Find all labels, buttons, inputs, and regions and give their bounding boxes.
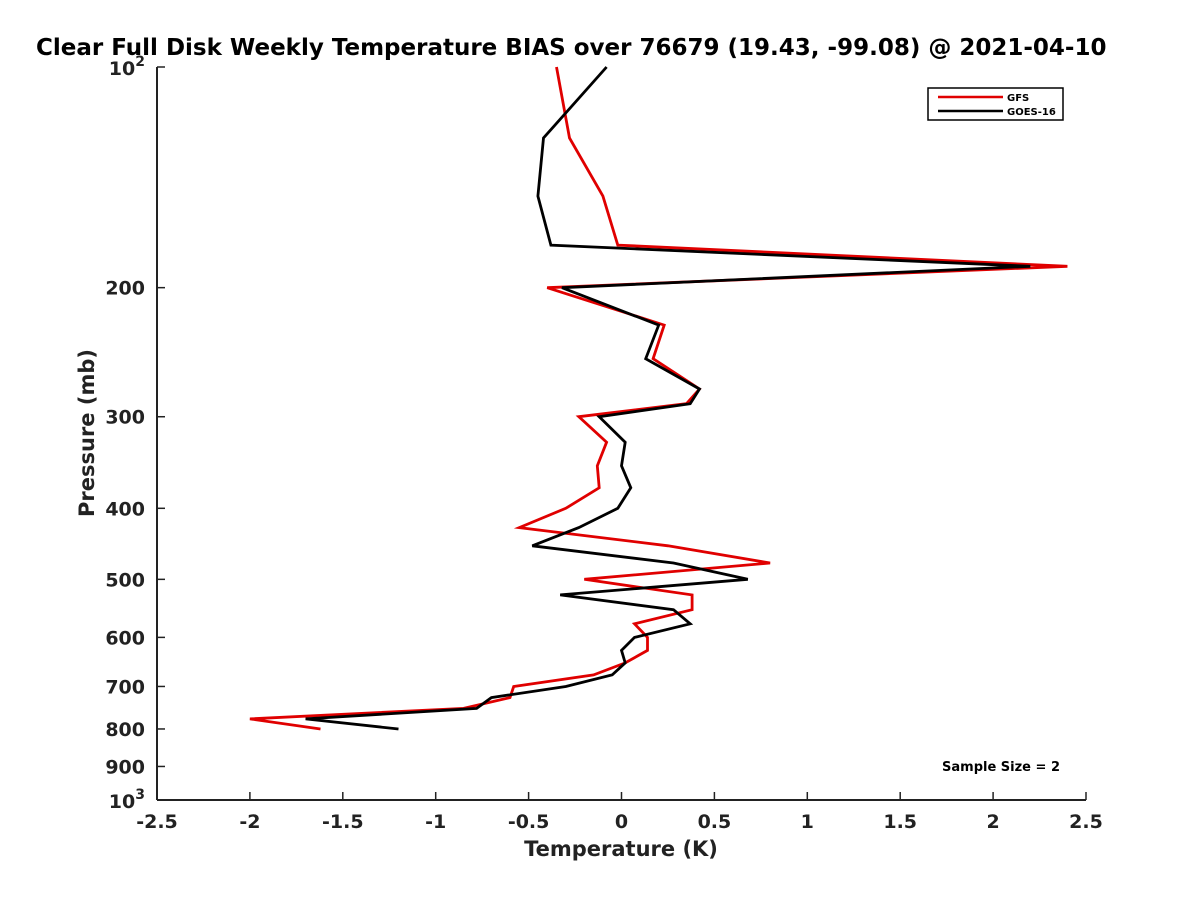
x-tick-label: 2.5 (1069, 811, 1103, 833)
y-tick-label: 800 (105, 719, 145, 741)
y-tick-label: 300 (105, 407, 145, 429)
x-tick-label: -2 (239, 811, 260, 833)
y-tick-label-top: 102 (109, 54, 145, 80)
y-axis-label: Pressure (mb) (75, 349, 99, 517)
y-ticks: 200 300 400 500 600 700 800 900 (105, 66, 165, 801)
y-tick-label: 200 (105, 278, 145, 300)
x-tick-label: -1.5 (322, 811, 364, 833)
y-tick-label: 700 (105, 676, 145, 698)
x-ticks: -2.5 -2 -1.5 -1 -0.5 0 0.5 1 1.5 2 2.5 (136, 792, 1103, 833)
x-tick-label: 0 (615, 811, 628, 833)
x-tick-label: 1.5 (883, 811, 917, 833)
x-tick-label: -2.5 (136, 811, 178, 833)
x-tick-label: -1 (425, 811, 446, 833)
legend: GFS GOES-16 (927, 87, 1064, 121)
x-tick-label: 0.5 (698, 811, 732, 833)
series-line-gfs (249, 66, 1068, 731)
y-tick-label-bottom: 103 (109, 787, 145, 813)
series-group (249, 66, 1068, 731)
legend-label-goes16: GOES-16 (1007, 107, 1056, 118)
y-tick-label: 900 (105, 756, 145, 778)
x-axis-label: Temperature (K) (524, 837, 718, 861)
x-tick-label: 2 (986, 811, 999, 833)
sample-size-annotation: Sample Size = 2 (942, 760, 1060, 775)
plot-area (157, 67, 1086, 800)
series-line-goes16 (305, 66, 1031, 731)
legend-box (927, 87, 1064, 121)
chart-title: Clear Full Disk Weekly Temperature BIAS … (36, 35, 1106, 61)
x-tick-label: 1 (801, 811, 814, 833)
legend-label-gfs: GFS (1007, 93, 1029, 104)
y-tick-label: 600 (105, 627, 145, 649)
y-tick-label: 500 (105, 569, 145, 591)
y-tick-label: 400 (105, 498, 145, 520)
x-tick-label: -0.5 (508, 811, 550, 833)
